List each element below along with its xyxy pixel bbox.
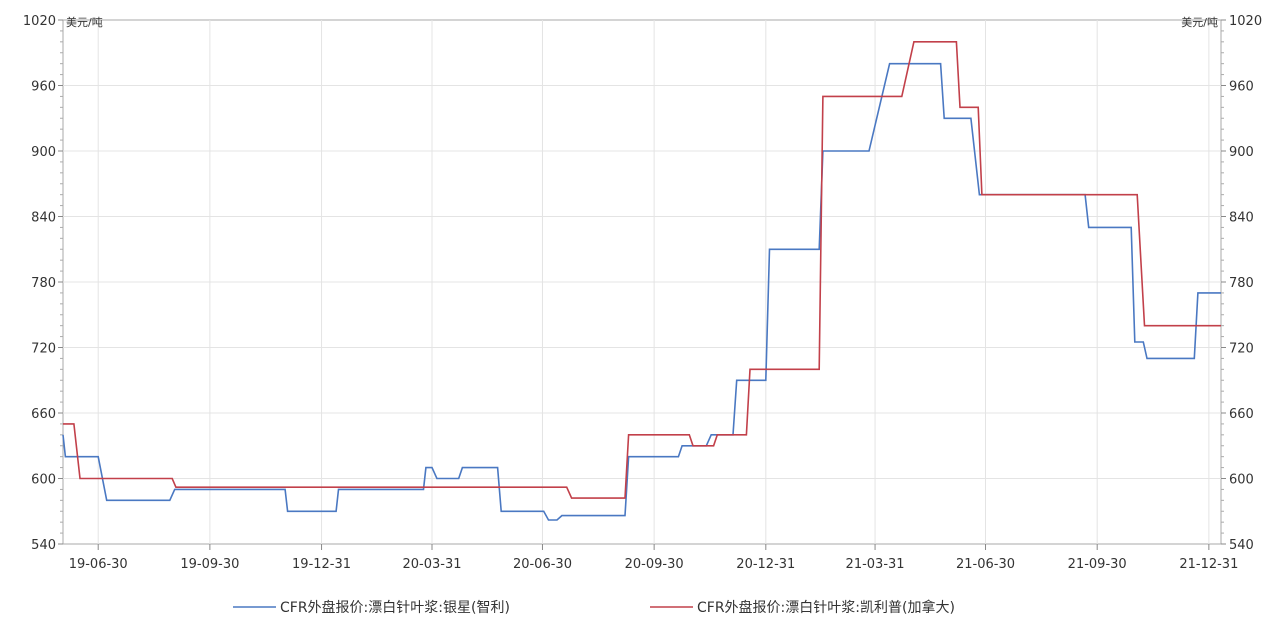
y-tick-label-right: 960 bbox=[1229, 80, 1254, 95]
legend: CFR外盘报价:漂白针叶浆:银星(智利) CFR外盘报价:漂白针叶浆:凯利普(加… bbox=[233, 599, 955, 616]
legend-label-silver-star: CFR外盘报价:漂白针叶浆:银星(智利) bbox=[280, 599, 510, 616]
x-tick-label: 20-06-30 bbox=[513, 557, 572, 572]
y-tick-label-left: 900 bbox=[31, 145, 56, 160]
x-tick-label: 20-03-31 bbox=[402, 557, 461, 572]
series-line-1 bbox=[63, 40, 1221, 499]
right-unit-label: 美元/吨 bbox=[1181, 16, 1218, 29]
y-tick-label-left: 600 bbox=[31, 473, 56, 488]
x-tick-label: 20-12-31 bbox=[736, 557, 795, 572]
x-tick-label: 19-06-30 bbox=[69, 557, 128, 572]
x-tick-label: 21-03-31 bbox=[846, 557, 905, 572]
y-tick-label-right: 900 bbox=[1229, 145, 1254, 160]
y-tick-label-right: 780 bbox=[1229, 276, 1254, 291]
y-tick-label-right: 720 bbox=[1229, 342, 1254, 357]
y-tick-label-left: 720 bbox=[31, 342, 56, 357]
y-tick-label-left: 780 bbox=[31, 276, 56, 291]
y-tick-label-left: 960 bbox=[31, 80, 56, 95]
y-tick-label-right: 660 bbox=[1229, 407, 1254, 422]
series bbox=[62, 40, 1221, 521]
grid bbox=[63, 20, 1221, 544]
axes: 540 540 600 600 660 660 720 720 780 780 840 840 900 9… bbox=[23, 14, 1262, 572]
x-tick-label: 21-12-31 bbox=[1179, 557, 1238, 572]
x-tick-label: 21-09-30 bbox=[1068, 557, 1127, 572]
y-tick-label-left: 1020 bbox=[23, 14, 56, 29]
y-tick-label-left: 840 bbox=[31, 211, 56, 226]
x-tick-label: 20-09-30 bbox=[625, 557, 684, 572]
y-tick-label-right: 540 bbox=[1229, 538, 1254, 553]
legend-label-caribou: CFR外盘报价:漂白针叶浆:凯利普(加拿大) bbox=[697, 599, 955, 616]
y-tick-label-right: 600 bbox=[1229, 473, 1254, 488]
x-tick-label: 21-06-30 bbox=[956, 557, 1015, 572]
x-tick-label: 19-09-30 bbox=[180, 557, 239, 572]
left-unit-label: 美元/吨 bbox=[66, 16, 103, 29]
x-tick-label: 19-12-31 bbox=[292, 557, 351, 572]
y-tick-label-right: 1020 bbox=[1229, 14, 1262, 29]
y-tick-label-right: 840 bbox=[1229, 211, 1254, 226]
y-tick-label-left: 540 bbox=[31, 538, 56, 553]
y-tick-label-left: 660 bbox=[31, 407, 56, 422]
